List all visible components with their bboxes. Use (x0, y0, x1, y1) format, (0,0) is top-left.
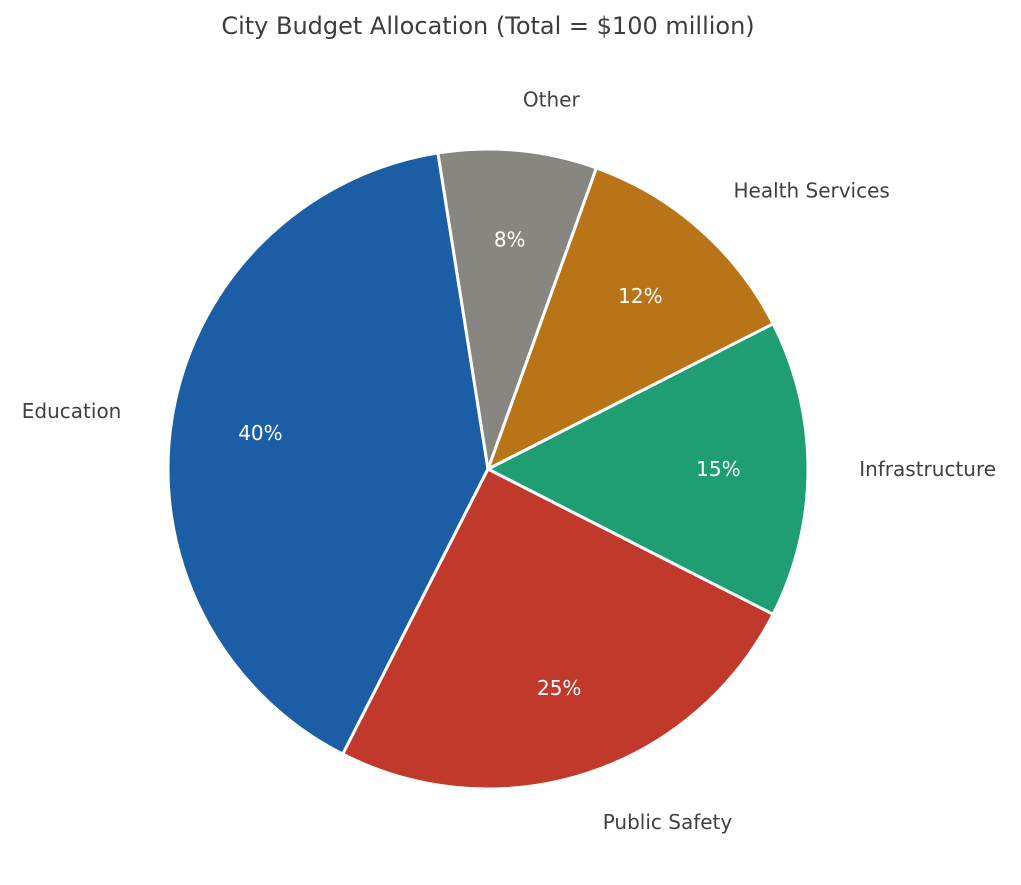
label-public-safety: Public Safety (603, 810, 733, 834)
pie-slices (166, 147, 810, 791)
slice-health-services (486, 166, 775, 471)
label-infrastructure: Infrastructure (859, 457, 996, 481)
label-education: Education (22, 399, 122, 423)
pie-labels: Education 40% Public Safety 25% Infrastructu… (22, 87, 996, 834)
pct-label-education: 40% (238, 421, 282, 445)
label-health-services: Health Services (733, 179, 889, 203)
slice-other (436, 147, 598, 471)
slice-public-safety (341, 467, 775, 791)
pct-label-infrastructure: 15% (696, 457, 740, 481)
label-other: Other (523, 87, 581, 111)
pct-label-other: 8% (494, 228, 526, 252)
chart-title: City Budget Allocation (Total = $100 mil… (221, 12, 754, 40)
slice-infrastructure (486, 322, 810, 616)
slice-education (166, 151, 490, 756)
pct-label-public-safety: 25% (537, 676, 581, 700)
pct-label-health-services: 12% (618, 284, 662, 308)
